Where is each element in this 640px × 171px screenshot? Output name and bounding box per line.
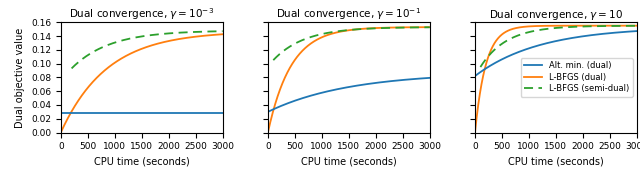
Legend: Alt. min. (dual), L-BFGS (dual), L-BFGS (semi-dual): Alt. min. (dual), L-BFGS (dual), L-BFGS … xyxy=(521,58,632,97)
X-axis label: CPU time (seconds): CPU time (seconds) xyxy=(301,157,397,167)
Title: Dual convergence, $\gamma = 10^{-1}$: Dual convergence, $\gamma = 10^{-1}$ xyxy=(276,6,421,22)
Y-axis label: Dual objective value: Dual objective value xyxy=(15,27,26,128)
Title: Dual convergence, $\gamma = 10^{-3}$: Dual convergence, $\gamma = 10^{-3}$ xyxy=(69,6,214,22)
X-axis label: CPU time (seconds): CPU time (seconds) xyxy=(94,157,189,167)
X-axis label: CPU time (seconds): CPU time (seconds) xyxy=(508,157,604,167)
Title: Dual convergence, $\gamma = 10$: Dual convergence, $\gamma = 10$ xyxy=(489,8,623,22)
